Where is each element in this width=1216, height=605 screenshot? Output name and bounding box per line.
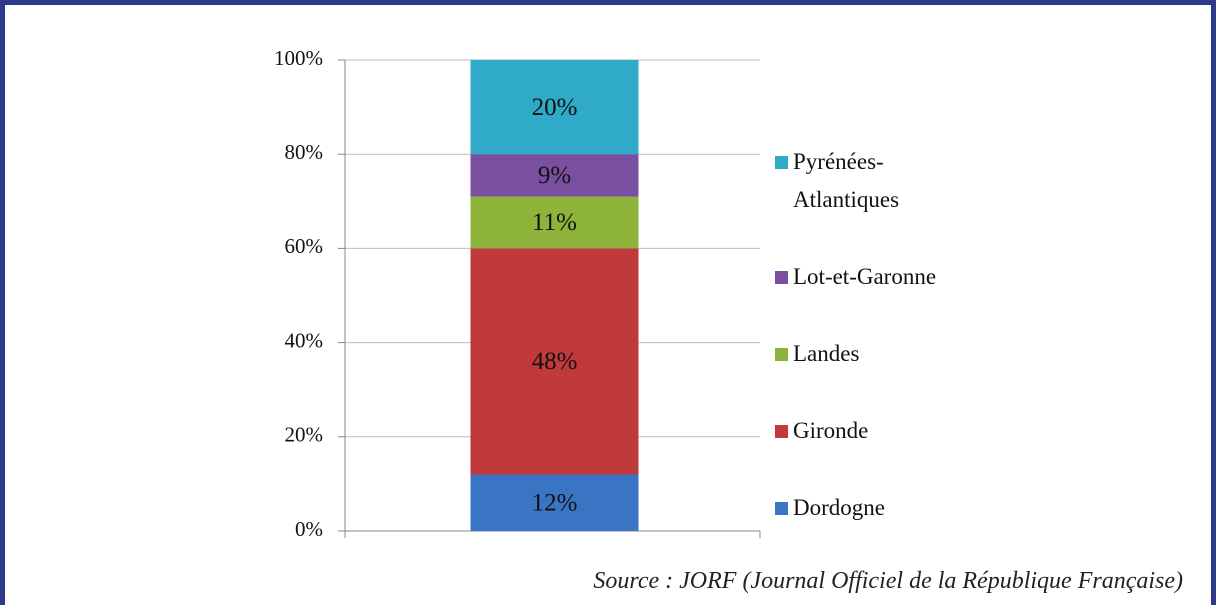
legend-label: Gironde: [793, 418, 869, 444]
legend-label: Dordogne: [793, 495, 885, 521]
data-label: 20%: [532, 94, 578, 121]
bar-segment: [470, 474, 639, 531]
data-label: 12%: [532, 489, 578, 516]
legend-swatch: [775, 270, 788, 284]
bar-segment: [470, 60, 639, 155]
legend-item: Gironde: [775, 412, 965, 450]
legend-label: Lot-et-Garonne: [793, 263, 937, 289]
data-label: 48%: [532, 348, 578, 375]
legend: Pyrénées-Atlantiques Lot-et-Garonne Landes…: [775, 123, 965, 547]
legend-label: Pyrénées-Atlantiques: [793, 148, 900, 212]
legend-item: Landes: [775, 335, 965, 373]
legend-swatch: [775, 155, 788, 169]
legend-item: Lot-et-Garonne: [775, 258, 965, 296]
legend-swatch: [775, 502, 788, 516]
y-tick-label: 40%: [285, 328, 324, 352]
caption: Source : JORF (Journal Officiel de la Ré…: [593, 568, 1183, 594]
legend-swatch: [775, 347, 788, 361]
legend-item: Pyrénées-Atlantiques: [775, 143, 965, 219]
legend-item: Dordogne: [775, 489, 965, 527]
y-tick-label: 100%: [274, 46, 323, 70]
bar-segment: [470, 248, 639, 475]
data-label: 11%: [532, 209, 577, 236]
legend-swatch: [775, 425, 788, 439]
legend-label: Landes: [793, 340, 860, 366]
y-tick-label: 60%: [285, 234, 324, 258]
bar-segment: [470, 154, 639, 197]
chart: 0% 20% 40% 60% 80% 100% 12% 48% 11% 9% 20%: [274, 46, 761, 541]
y-tick-label: 80%: [285, 140, 324, 164]
bar-segment: [470, 196, 639, 249]
data-label: 9%: [538, 162, 571, 189]
y-tick-label: 0%: [295, 517, 323, 541]
y-tick-label: 20%: [285, 423, 324, 447]
